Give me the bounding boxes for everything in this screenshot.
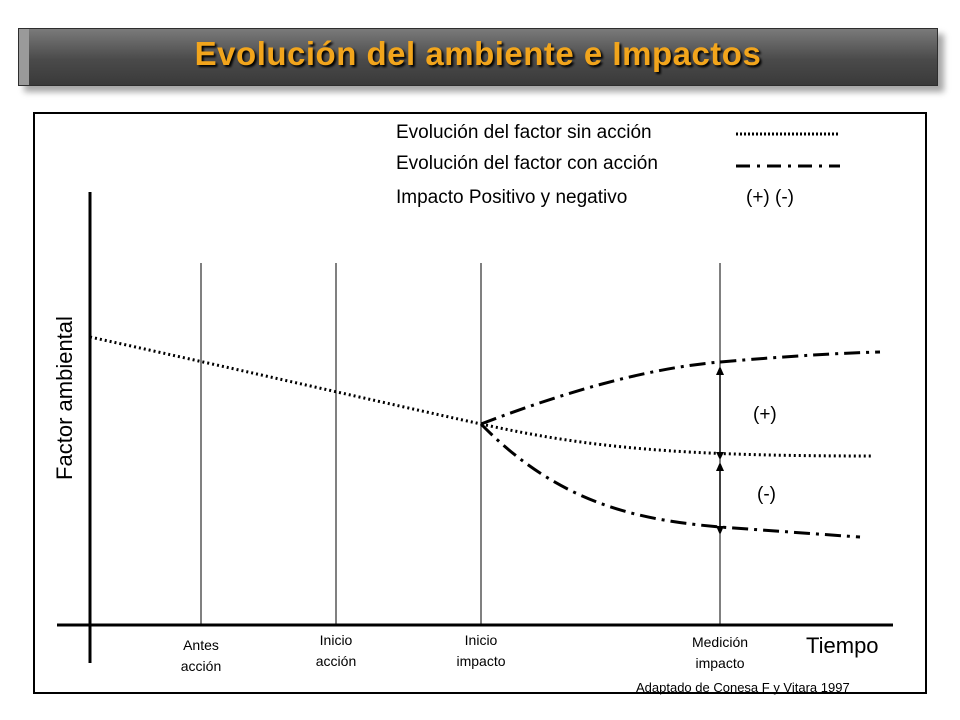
impact-negative-arrowhead-bottom [716,526,724,535]
x-axis-label: Tiempo [806,633,879,658]
milestone-label-line1: Inicio [464,632,498,648]
legend-impacto: Impacto Positivo y negativo [396,187,628,208]
legend-sin-accion: Evolución del factor sin acción [396,122,652,143]
milestone-label-line1: Inicio [319,632,353,648]
impact-positive-arrowhead [716,366,724,375]
curve-con-accion-negative [479,422,861,539]
milestone-label-antes-accion: Antes acción [161,635,241,677]
milestone-label-line1: Antes [183,637,219,653]
diagram-frame [33,112,927,694]
impact-positive-arrow-base [716,452,724,460]
y-axis-label: Factor ambiental [52,316,77,480]
marker-negative: (-) [757,484,776,505]
title-stripe [19,29,29,85]
milestone-label-line1: Medición [691,634,749,650]
milestone-label-line2: impacto [695,655,745,671]
curve-con-accion-positive [480,350,881,426]
legend-con-accion: Evolución del factor con acción [396,153,658,174]
milestone-label-inicio-impacto: Inicio impacto [441,630,521,672]
page-title: Evolución del ambiente e Impactos [194,35,762,72]
marker-positive: (+) [753,404,777,425]
curve-sin-accion-after [480,422,874,458]
milestone-label-line2: acción [315,653,357,669]
milestone-label-line2: impacto [456,653,506,669]
source-credit: Adaptado de Conesa F y Vitara 1997 [636,680,850,695]
curve-sin-accion-before [89,335,482,426]
legend-impacto-symbols: (+) (-) [746,187,795,208]
milestone-label-line2: acción [180,658,222,674]
milestone-label-inicio-accion: Inicio acción [296,630,376,672]
title-bar: Evolución del ambiente e Impactos [18,28,938,86]
impact-negative-arrowhead-top [716,462,724,471]
milestone-label-medicion-impacto: Medición impacto [675,632,765,674]
